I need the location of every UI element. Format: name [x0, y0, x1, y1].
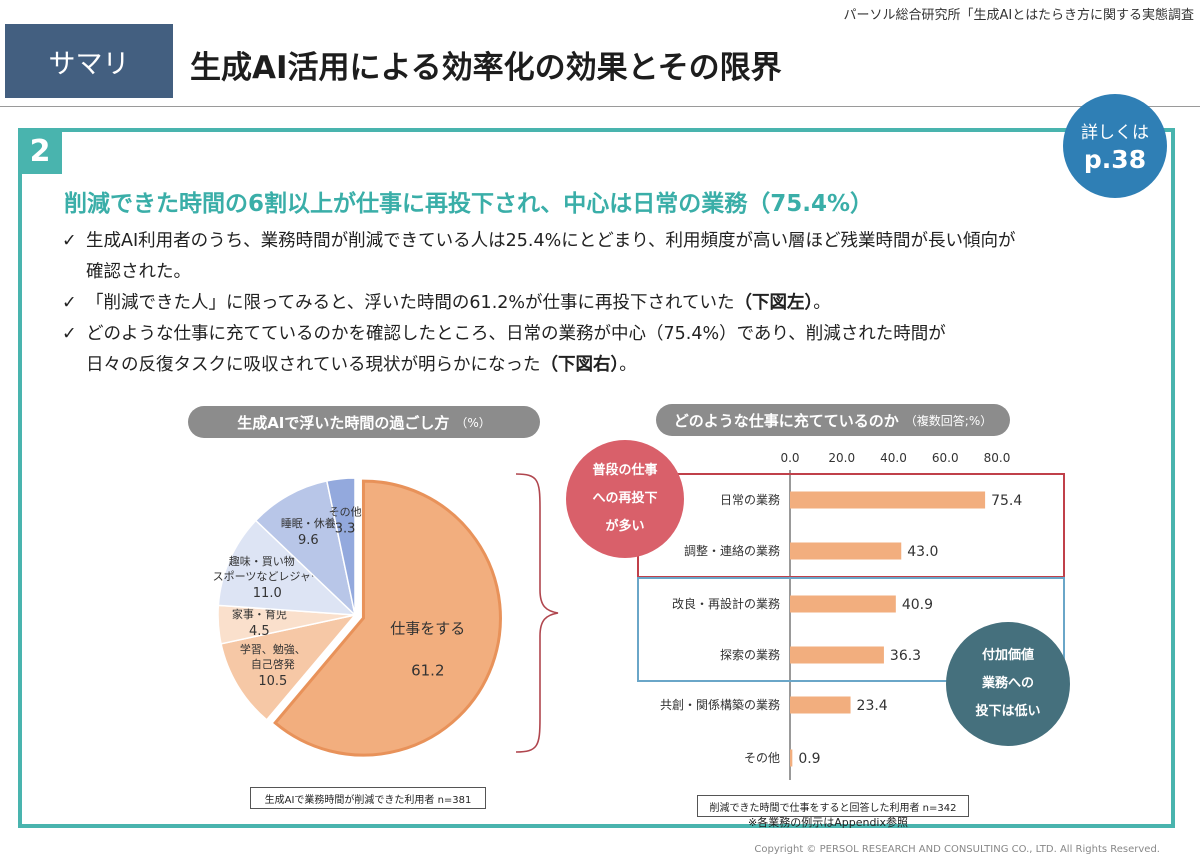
callout-text: 投下は低い: [975, 704, 1041, 719]
section-headline: 削減できた時間の6割以上が仕事に再投下され、中心は日常の業務（75.4%）: [64, 191, 874, 217]
pie-slice-label: その他: [329, 506, 362, 519]
pie-value-label: 9.6: [298, 533, 319, 548]
pie-value-label: 61.2: [411, 662, 444, 680]
bullet-figure-ref: （下図右）: [540, 355, 620, 375]
bar-category-label: 共創・関係構築の業務: [660, 697, 780, 712]
bullet-text: 。: [619, 355, 637, 375]
page-reference-number: p.38: [1083, 145, 1147, 174]
page-reference-circle[interactable]: 詳しくは p.38: [1063, 94, 1167, 198]
bullet-text: 日々の反復タスクに吸収されている現状が明らかになった: [86, 355, 541, 375]
pie-slice: [273, 479, 502, 757]
x-tick-label: 20.0: [828, 451, 855, 465]
bar-value-label: 40.9: [902, 597, 933, 613]
bullet-text: 生成AI利用者のうち、業務時間が削減できている人は25.4%にとどまり、利用頻度…: [86, 231, 1016, 251]
callout-text: への再投下: [592, 491, 658, 506]
pie-slice-label: 仕事をする: [390, 620, 465, 638]
check-icon: ✓: [62, 293, 77, 313]
copyright: Copyright © PERSOL RESEARCH AND CONSULTI…: [754, 844, 1160, 855]
callout-text: 普段の仕事: [592, 463, 658, 478]
bar-value-label: 75.4: [991, 493, 1022, 509]
pie-slice: [217, 519, 358, 616]
pie-chart: 仕事をする 61.2 学習、勉強、自己啓発 10.5 家事・育児 4.5 趣味・買い物・スポ…: [213, 477, 502, 757]
page-title: 生成AI活用による効率化の効果とその限界: [190, 50, 782, 86]
bullet-text: 。: [813, 293, 831, 313]
check-icon: ✓: [62, 231, 77, 251]
bar: [790, 491, 986, 509]
bar-category-label: その他: [744, 751, 780, 765]
pie-slice: [325, 477, 356, 616]
callout-text: 付加価値: [981, 648, 1034, 663]
pie-slice-label: 家事・育児: [232, 607, 287, 621]
pie-slice-label: 趣味・買い物・: [229, 554, 306, 568]
callout-circle-red: 普段の仕事 への再投下 が多い: [566, 440, 684, 558]
left-chart-title-pill: 生成AIで浮いた時間の過ごし方 （%）: [188, 406, 540, 438]
pie-value-label: 3.3: [335, 522, 356, 537]
left-sample-note: 生成AIで業務時間が削減できた利用者 n=381: [250, 787, 486, 809]
bar-value-label: 0.9: [798, 751, 820, 767]
bullet-text: 「削減できた人」に限ってみると、浮いた時間の61.2%が仕事に再投下されていた: [86, 293, 735, 313]
bar: [790, 595, 896, 613]
bar-value-label: 36.3: [890, 648, 921, 664]
bar: [790, 749, 793, 767]
pie-slice: [254, 480, 357, 618]
x-tick-label: 80.0: [984, 451, 1011, 465]
bar-value-label: 23.4: [857, 698, 888, 714]
bar-category-label: 調整・連絡の業務: [684, 543, 780, 558]
summary-badge: サマリ: [5, 24, 173, 98]
x-tick-label: 0.0: [780, 451, 799, 465]
right-chart-unit: （複数回答;%）: [904, 413, 993, 428]
pie-slice-label: 学習、勉強、: [240, 642, 306, 656]
right-chart-title: どのような仕事に充てているのか: [673, 411, 899, 430]
bar: [790, 646, 884, 664]
source-note: パーソル総合研究所「生成AIとはたらき方に関する実態調査: [843, 8, 1194, 23]
bullet-item: ✓ 「削減できた人」に限ってみると、浮いた時間の61.2%が仕事に再投下されてい…: [62, 288, 1162, 319]
callout-text: 業務への: [981, 676, 1034, 691]
highlight-box-blue: [637, 577, 1065, 682]
header-divider: [0, 106, 1200, 107]
pie-value-label: 11.0: [253, 586, 282, 601]
page-reference-label: 詳しくは: [1081, 123, 1149, 143]
pie-slice-label: 自己啓発: [251, 657, 295, 671]
bar-category-label: 探索の業務: [720, 648, 780, 662]
pie-value-label: 4.5: [249, 624, 270, 639]
callout-text: が多い: [605, 519, 645, 534]
bar-category-label: 改良・再設計の業務: [672, 596, 780, 611]
left-chart-title: 生成AIで浮いた時間の過ごし方: [237, 413, 450, 432]
bar-category-label: 日常の業務: [720, 493, 780, 507]
callout-circle-teal: 付加価値 業務への 投下は低い: [946, 622, 1070, 746]
right-sample-note: 削減できた時間で仕事をすると回答した利用者 n=342: [697, 795, 969, 817]
highlight-box-red: [637, 473, 1065, 578]
bullet-item: ✓ 生成AI利用者のうち、業務時間が削減できている人は25.4%にとどまり、利用…: [62, 226, 1162, 288]
bullet-list: ✓ 生成AI利用者のうち、業務時間が削減できている人は25.4%にとどまり、利用…: [62, 226, 1162, 381]
bar-chart: 0.0 20.0 40.0 60.0 80.0 日常の業務 75.4 調整・連絡の業務 43.0…: [637, 451, 1065, 780]
bullet-item: ✓ どのような仕事に充てているのかを確認したところ、日常の業務が中心（75.4%…: [62, 319, 1162, 381]
x-tick-label: 60.0: [932, 451, 959, 465]
pie-value-label: 10.5: [258, 674, 287, 689]
bullet-text: どのような仕事に充てているのかを確認したところ、日常の業務が中心（75.4%）で…: [86, 324, 946, 344]
section-number: 2: [18, 128, 62, 174]
bar: [790, 696, 851, 714]
right-chart-title-pill: どのような仕事に充てているのか （複数回答;%）: [656, 404, 1010, 436]
bullet-figure-ref: （下図左）: [734, 293, 814, 313]
section-frame: [18, 128, 1175, 828]
bar: [790, 542, 902, 560]
x-tick-label: 40.0: [880, 451, 907, 465]
bar-value-label: 43.0: [907, 544, 938, 560]
left-chart-unit: （%）: [455, 415, 491, 430]
pie-slice-label: スポーツなどレジャー: [213, 570, 322, 583]
appendix-note: ※各業務の例示はAppendix参照: [748, 816, 908, 829]
pie-slice: [220, 613, 357, 721]
bullet-text: 確認された。: [86, 262, 191, 282]
check-icon: ✓: [62, 324, 77, 344]
brace-connector: [515, 473, 559, 753]
pie-slice-label: 睡眠・休養: [281, 516, 336, 530]
